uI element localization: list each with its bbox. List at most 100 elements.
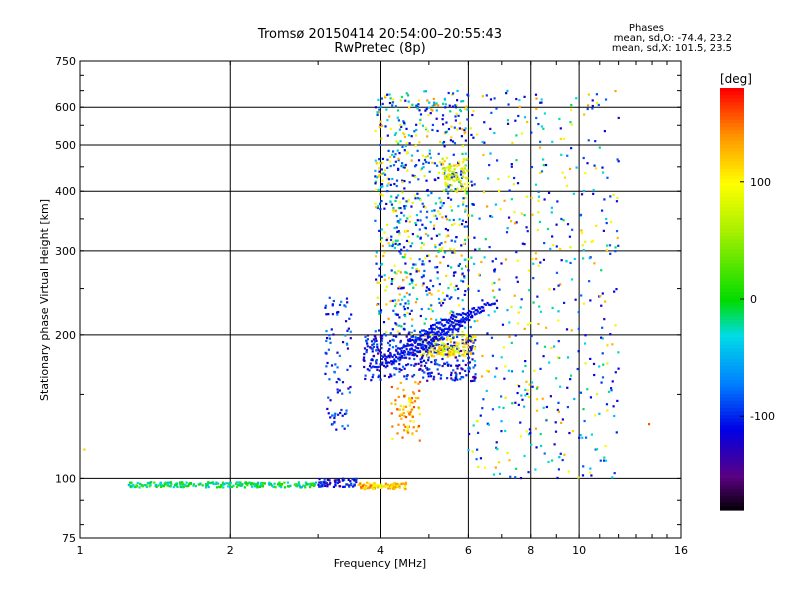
echo-point (481, 354, 484, 358)
echo-point (362, 486, 365, 489)
colorbar-segment (720, 288, 744, 293)
echo-point (229, 481, 232, 484)
echo-point (399, 252, 402, 255)
echo-point (469, 325, 472, 329)
echo-point (540, 125, 544, 128)
echo-point (390, 203, 394, 206)
echo-point (443, 160, 446, 163)
colorbar-segment (720, 200, 744, 205)
echo-point (375, 262, 378, 265)
echo-point (402, 344, 405, 348)
echo-point (329, 481, 332, 484)
echo-point (327, 478, 330, 482)
echo-point (280, 482, 284, 486)
echo-point (535, 97, 538, 100)
echo-point (438, 346, 441, 349)
echo-point (192, 484, 195, 487)
echo-point (164, 482, 167, 485)
echo-point (388, 115, 391, 118)
echo-point (593, 164, 596, 167)
echo-point (496, 448, 499, 451)
echo-point (454, 240, 457, 243)
echo-point (528, 383, 531, 386)
echo-point (141, 483, 144, 487)
echo-point (375, 162, 378, 165)
echo-point (420, 329, 424, 332)
echo-point (328, 479, 331, 482)
echo-point (431, 104, 434, 107)
echo-point (403, 149, 406, 152)
echo-point (418, 439, 421, 442)
echo-point (396, 324, 399, 328)
echo-point (305, 483, 308, 486)
echo-point (378, 312, 381, 315)
echo-point (377, 375, 380, 379)
echo-point (455, 316, 458, 319)
echo-point (498, 288, 501, 291)
echo-point (421, 348, 425, 351)
echo-point (138, 482, 142, 485)
echo-point (269, 482, 272, 486)
echo-point (566, 356, 570, 359)
echo-point (387, 242, 390, 245)
echo-point (446, 319, 449, 322)
echo-point (400, 162, 404, 165)
echo-point (600, 269, 603, 272)
echo-point (466, 351, 469, 354)
echo-point (408, 312, 412, 315)
colorbar-segment (720, 485, 744, 490)
echo-point (587, 139, 590, 142)
echo-point (429, 342, 432, 345)
echo-point (462, 320, 465, 323)
echo-point (335, 381, 338, 384)
echo-point (451, 349, 454, 353)
echo-point (559, 127, 562, 130)
colorbar-segment (720, 464, 744, 469)
echo-point (380, 236, 383, 240)
echo-point (424, 156, 427, 159)
colorbar-segment (720, 323, 744, 328)
echo-point (498, 406, 501, 409)
echo-point (386, 364, 389, 368)
echo-point (489, 152, 492, 155)
echo-point (507, 369, 510, 372)
echo-point (338, 485, 341, 488)
echo-point (458, 180, 461, 183)
echo-point (450, 323, 453, 326)
echo-point (543, 452, 546, 455)
echo-point (464, 208, 467, 211)
echo-point (529, 321, 532, 325)
echo-point (394, 209, 398, 212)
echo-point (417, 362, 420, 365)
echo-point (410, 401, 413, 404)
echo-point (418, 337, 421, 340)
colorbar-segment (720, 140, 744, 145)
echo-point (448, 354, 451, 357)
echo-point (475, 133, 479, 136)
echo-point (429, 344, 432, 348)
echo-point (397, 119, 401, 122)
echo-point (428, 372, 431, 375)
echo-point (389, 183, 392, 186)
echo-point (481, 95, 484, 98)
echo-point (453, 222, 456, 225)
echo-point (464, 313, 468, 316)
echo-point (437, 152, 440, 155)
echo-point (313, 482, 317, 486)
echo-point (584, 240, 587, 243)
echo-point (347, 327, 350, 330)
echo-point (421, 346, 425, 349)
echo-point (452, 271, 456, 274)
echo-point (405, 377, 408, 381)
echo-point (348, 317, 351, 320)
echo-point (485, 94, 488, 97)
echo-point (349, 385, 352, 389)
echo-point (406, 307, 409, 310)
echo-point (461, 152, 464, 156)
colorbar-segment (720, 274, 744, 279)
echo-point (592, 362, 596, 366)
echo-point (606, 362, 609, 365)
echo-point (537, 211, 540, 214)
echo-point (448, 318, 451, 321)
echo-point (453, 126, 456, 129)
